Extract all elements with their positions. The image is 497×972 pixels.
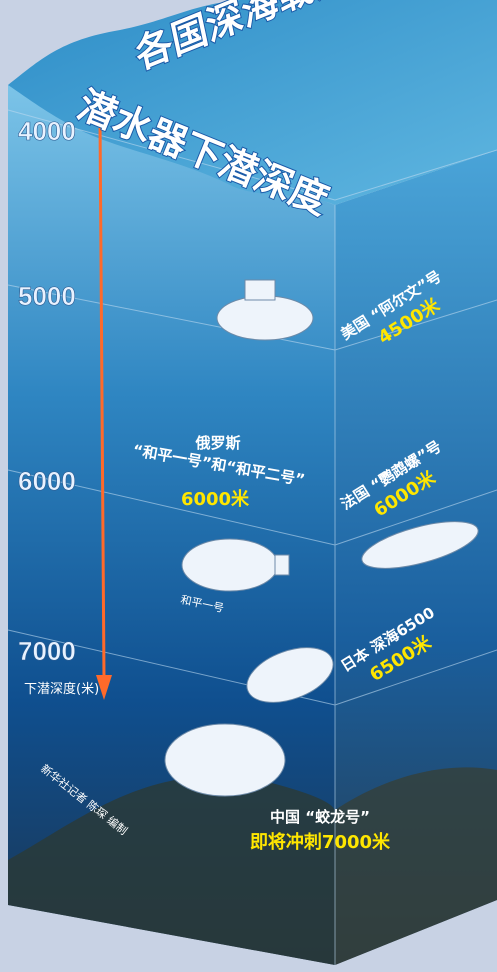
- seabed: [8, 776, 335, 965]
- submarine: [164, 723, 286, 797]
- submarine: [216, 279, 314, 341]
- depth-tick: 6000: [18, 466, 76, 496]
- depth-tick: 5000: [18, 281, 76, 311]
- arrow-head: [96, 675, 112, 700]
- sub-depth: 6000米: [181, 488, 250, 510]
- depth-tick: 7000: [18, 636, 76, 666]
- submarine: [181, 538, 290, 592]
- sea-surface: [8, 0, 497, 205]
- depth-tick: 4000: [18, 116, 76, 146]
- sub-label: 中国 “蛟龙号”: [270, 808, 370, 826]
- axis-label: 下潜深度(米): [24, 681, 99, 697]
- seabed: [335, 767, 497, 965]
- depth-arrow: [98, 119, 106, 681]
- submarine: [361, 521, 479, 569]
- sub-country: 俄罗斯: [194, 434, 240, 452]
- sub-depth: 即将冲刺7000米: [250, 831, 391, 853]
- submarine: [246, 647, 334, 703]
